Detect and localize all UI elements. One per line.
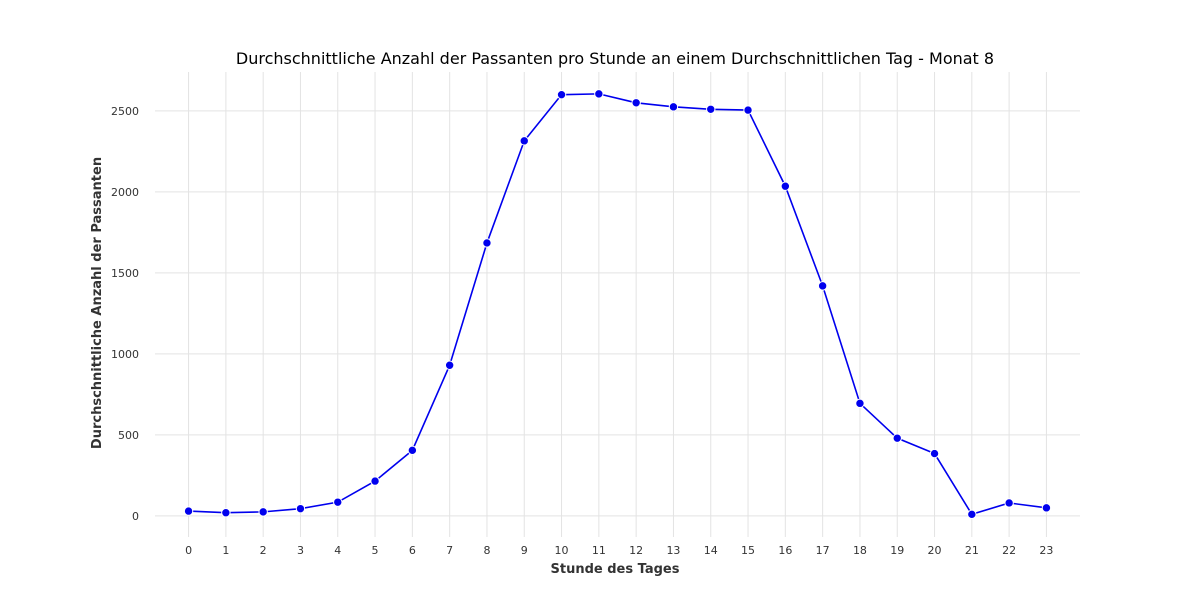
x-axis-label: Stunde des Tages bbox=[551, 562, 680, 577]
x-tick-label: 8 bbox=[483, 544, 490, 557]
data-point bbox=[258, 507, 268, 517]
x-tick-label: 11 bbox=[592, 544, 606, 557]
x-tick-label: 3 bbox=[297, 544, 304, 557]
data-point bbox=[668, 102, 679, 112]
data-point bbox=[855, 398, 865, 409]
x-tick-label: 20 bbox=[928, 544, 942, 557]
x-tick-label: 10 bbox=[555, 544, 569, 557]
x-tick-label: 7 bbox=[446, 544, 453, 557]
data-point bbox=[444, 360, 455, 370]
x-tick-label: 4 bbox=[334, 544, 341, 557]
y-tick-label: 0 bbox=[132, 510, 139, 523]
data-point bbox=[594, 89, 604, 99]
data-point bbox=[333, 497, 343, 507]
x-tick-label: 21 bbox=[965, 544, 979, 557]
data-point bbox=[519, 136, 529, 146]
data-point bbox=[1004, 498, 1014, 508]
x-tick-label: 1 bbox=[222, 544, 229, 557]
data-point bbox=[370, 476, 380, 486]
data-point bbox=[743, 105, 753, 115]
series-line bbox=[188, 93, 1047, 516]
data-point bbox=[1041, 503, 1052, 513]
x-tick-label: 19 bbox=[890, 544, 904, 557]
data-point bbox=[817, 281, 828, 291]
x-tick-label: 9 bbox=[521, 544, 528, 557]
data-point bbox=[706, 104, 716, 114]
x-tick-label: 23 bbox=[1039, 544, 1053, 557]
data-point bbox=[631, 98, 641, 108]
x-tick-label: 22 bbox=[1002, 544, 1016, 557]
x-tick-label: 18 bbox=[853, 544, 867, 557]
x-tick-label: 13 bbox=[666, 544, 680, 557]
chart-title: Durchschnittliche Anzahl der Passanten p… bbox=[236, 49, 994, 68]
data-point bbox=[407, 445, 418, 456]
y-tick-labels: 0 500 1000 1500 2000 2500 bbox=[111, 105, 139, 523]
vertical-gridlines bbox=[188, 72, 1047, 537]
x-tick-label: 5 bbox=[372, 544, 379, 557]
y-tick-label: 1500 bbox=[111, 267, 139, 280]
data-point bbox=[295, 503, 306, 514]
x-tick-label: 16 bbox=[778, 544, 792, 557]
x-tick-label: 15 bbox=[741, 544, 755, 557]
x-tick-label: 6 bbox=[409, 544, 416, 557]
y-tick-label: 500 bbox=[118, 429, 139, 442]
horizontal-gridlines bbox=[155, 110, 1080, 517]
data-point bbox=[221, 507, 231, 518]
x-tick-labels: 0 1 2 3 4 5 6 7 8 9 10 11 12 13 14 15 16 17 18 19 20 21 22 23 bbox=[185, 544, 1053, 557]
x-tick-label: 14 bbox=[704, 544, 718, 557]
y-axis-label: Durchschnittliche Anzahl der Passanten bbox=[90, 157, 105, 449]
x-tick-label: 12 bbox=[629, 544, 643, 557]
data-point bbox=[482, 238, 492, 248]
x-tick-label: 17 bbox=[816, 544, 830, 557]
x-tick-label: 2 bbox=[260, 544, 267, 557]
data-point bbox=[780, 181, 791, 191]
data-point bbox=[556, 89, 567, 100]
data-point bbox=[929, 448, 940, 459]
data-point bbox=[183, 506, 194, 516]
y-tick-label: 2000 bbox=[111, 186, 139, 199]
series-layer bbox=[183, 89, 1052, 520]
x-tick-label: 0 bbox=[185, 544, 192, 557]
data-point bbox=[892, 433, 902, 443]
y-tick-label: 2500 bbox=[111, 105, 139, 118]
data-point bbox=[967, 509, 977, 520]
y-tick-label: 1000 bbox=[111, 348, 139, 361]
